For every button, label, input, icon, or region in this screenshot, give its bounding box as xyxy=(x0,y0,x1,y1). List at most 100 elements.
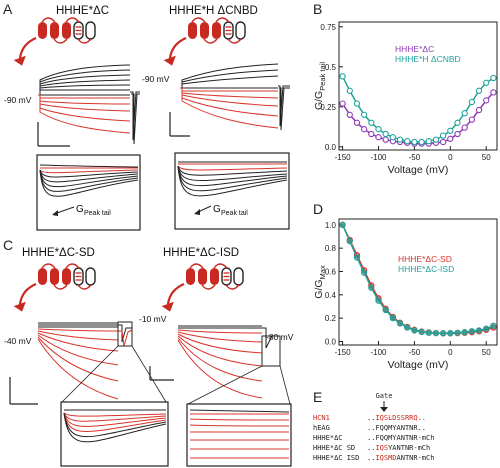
panel-c-left-title: HHHE*ΔC-SD xyxy=(22,247,95,259)
chart-d-point xyxy=(468,328,476,335)
seq-row-name: HCN1 xyxy=(313,414,330,422)
chart-b-point xyxy=(447,135,454,142)
chart-d-series-line xyxy=(341,224,494,335)
seq-row-sequence: ..FQQMYANTNR.. xyxy=(367,424,426,432)
chart-d-point xyxy=(360,269,368,276)
current-traces-a-right xyxy=(180,63,290,131)
chart-d-xtick-label: -150 xyxy=(335,348,352,357)
seq-row-name: HHHE*ΔC SD xyxy=(313,444,355,452)
panel-a-right-voltage: -90 mV xyxy=(142,74,170,84)
gpeak-sub-a-left: Peak tail xyxy=(84,210,111,217)
scale-bar-c-left xyxy=(9,377,38,405)
chart-b-point xyxy=(339,100,346,107)
chart-b-point xyxy=(396,136,404,143)
chart-b-point xyxy=(360,111,368,118)
seq-row-sequence: ..IQSLDSSRRQ.. xyxy=(367,414,426,422)
zoom-box-c-right xyxy=(186,403,292,467)
chart-b-point xyxy=(461,110,468,117)
gpeak-label-a-right: G xyxy=(213,204,221,215)
gpeak-annotation-a-left: G Peak tail xyxy=(52,204,111,217)
chart-b-point xyxy=(353,119,361,126)
chart-d-ytick-label: 1.0 xyxy=(325,221,337,230)
panel-c-left-voltage: -40 mV xyxy=(4,336,32,346)
chart-d-series-line xyxy=(341,224,494,335)
gate-arrow-icon xyxy=(380,407,388,412)
chart-d-xtick-label: 0 xyxy=(448,348,453,357)
chart-b-point xyxy=(382,130,389,138)
panel-letter-b: B xyxy=(313,1,322,17)
chart-d-point xyxy=(396,320,404,327)
chart-b-ytick-label: 0.75 xyxy=(320,23,336,32)
chart-b-xlabel: Voltage (mV) xyxy=(388,164,449,176)
zoom-connectors-c-right xyxy=(187,365,291,405)
chart-d-ytick-label: 0.2 xyxy=(325,314,337,323)
chart-b-xtick-label: 0 xyxy=(448,153,453,162)
chart-d-point xyxy=(475,327,483,334)
chart-d-point xyxy=(490,322,497,329)
chart-b-point xyxy=(353,100,361,107)
chart-b-point xyxy=(389,134,397,141)
chart-b-point xyxy=(483,97,490,104)
chart-b-point xyxy=(382,136,389,143)
chart-b-ytick-label: 0.0 xyxy=(325,143,337,152)
chart-d-point xyxy=(461,329,468,336)
chart-d-point xyxy=(346,238,353,245)
chart-d-point xyxy=(411,327,418,334)
chart-d-point xyxy=(353,254,361,261)
panel-c-right-voltage-hold: -10 mV xyxy=(139,314,167,324)
chart-b-point xyxy=(475,106,483,114)
chart-b-point xyxy=(411,138,418,146)
chart-b-point xyxy=(346,87,353,94)
chart-b-point xyxy=(375,134,382,141)
current-traces-c-right xyxy=(177,325,280,399)
seq-row-sequence: ..IQSYANTNR-mCh xyxy=(367,444,430,452)
chart-b-point xyxy=(490,89,497,96)
chart-b-point xyxy=(468,98,476,106)
chart-b-point xyxy=(339,73,346,80)
panel-c-right-title: HHHE*ΔC-ISD xyxy=(163,247,239,259)
chart-b-xtick-label: -150 xyxy=(335,153,352,162)
chart-b-point xyxy=(483,79,490,86)
seq-row-sequence: ..IQSMDANTNR-mCh xyxy=(367,454,434,462)
chart-b-point xyxy=(418,138,425,146)
chart-b-point xyxy=(461,124,468,131)
panel-a-left-title: HHHE*ΔC xyxy=(56,5,109,17)
panel-letter-d: D xyxy=(313,201,323,217)
channel-diagram-a-left xyxy=(13,17,96,66)
chart-b-point xyxy=(368,130,375,138)
gpeak-sub-a-right: Peak tail xyxy=(221,210,248,217)
chart-b-point xyxy=(454,130,461,138)
zoom-source-c-right xyxy=(261,335,281,367)
scale-bar-c-right xyxy=(149,366,174,381)
zoom-tails-a-right xyxy=(177,161,288,197)
panel-a-left-voltage: -90 mV xyxy=(4,95,32,105)
gpeak-annotation-a-right: G Peak tail xyxy=(194,204,248,217)
scale-bar-a-left xyxy=(37,122,70,147)
current-traces-a-left xyxy=(38,64,140,145)
chart-d-legend-entry: HHHE*ΔC-ISD xyxy=(398,264,454,274)
zoom-box-c-left xyxy=(60,401,169,467)
chart-d-xtick-label: -50 xyxy=(409,348,421,357)
chart-b-frame xyxy=(338,21,498,151)
chart-d-ytick-label: 0.8 xyxy=(325,244,337,253)
chart-d-point xyxy=(425,329,432,336)
chart-b-point xyxy=(490,74,497,82)
chart-d-ytick-label: 0.6 xyxy=(325,268,337,277)
chart-b-point xyxy=(468,116,476,123)
chart-d-ytick-label: 0.0 xyxy=(325,338,337,347)
zoom-connectors-c-left xyxy=(61,345,167,403)
chart-b-xtick-label: 50 xyxy=(482,153,491,162)
chart-b-point xyxy=(375,126,382,133)
chart-panel-d: -150 -100 -50 0 50 0.0 0.2 0.4 0.6 0.8 1.0 Voltage … xyxy=(313,218,498,371)
panel-a-right-title: HHHE*H ΔCNBD xyxy=(169,5,258,17)
chart-d-point xyxy=(368,284,375,291)
chart-d-point xyxy=(418,328,425,336)
chart-d-point xyxy=(439,330,447,337)
chart-d-xtick-label: -100 xyxy=(370,348,387,357)
chart-d-point xyxy=(432,329,440,337)
chart-d-point xyxy=(404,324,411,331)
channel-diagram-c-left xyxy=(13,263,96,312)
chart-b-series-line xyxy=(341,76,494,143)
gpeak-label-a-left: G xyxy=(76,204,84,215)
scale-bar-a-right xyxy=(169,112,190,137)
